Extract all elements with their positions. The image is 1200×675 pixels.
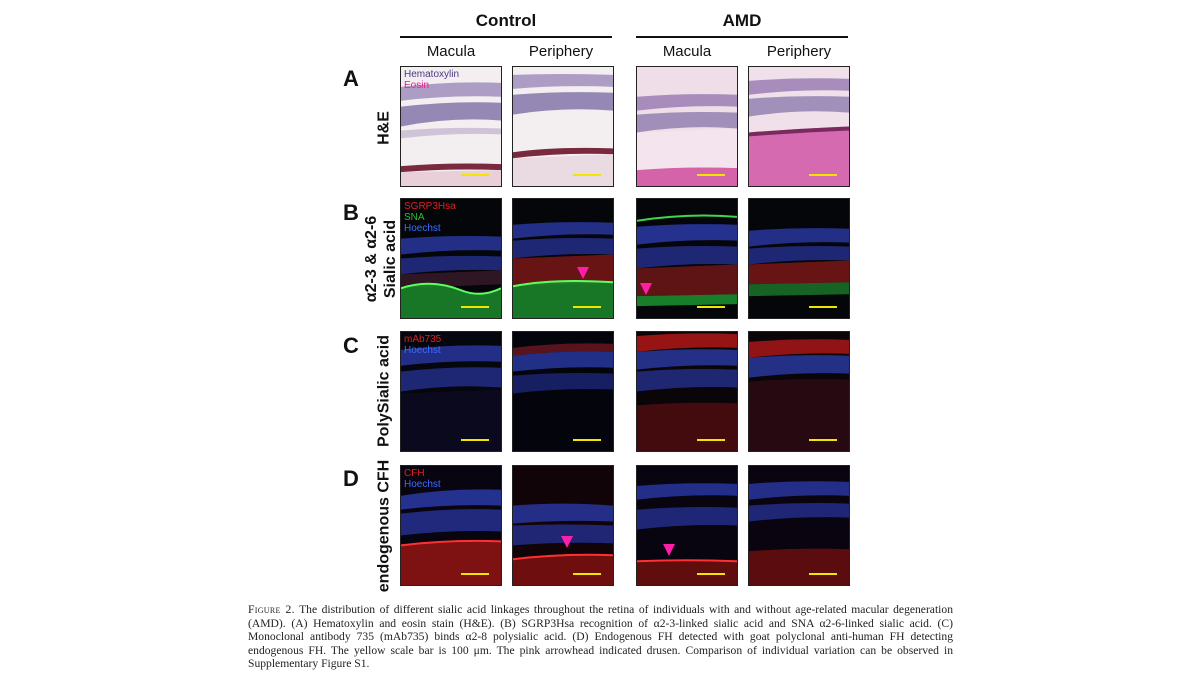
legend-mab735: mAb735 xyxy=(404,334,442,345)
legend-polysialic: mAb735 Hoechst xyxy=(404,334,441,356)
legend-cfh-label: CFH xyxy=(404,468,425,479)
panel-he-amd-periphery xyxy=(748,66,850,187)
caption-label: Figure 2. xyxy=(248,603,295,616)
drusen-arrowhead xyxy=(663,544,675,556)
scale-bar xyxy=(573,573,601,575)
panel-sialic-amd-periphery xyxy=(748,198,850,319)
panel-sialic-control-periphery xyxy=(512,198,614,319)
panel-polysialic-amd-macula xyxy=(636,331,738,452)
scale-bar xyxy=(461,439,489,441)
legend-cfh: CFH Hoechst xyxy=(404,468,441,490)
row-label-sialic-line-2: Sialic acid xyxy=(382,219,399,299)
row-label-cfh-line: endogenous CFH xyxy=(375,459,393,593)
scale-bar xyxy=(573,439,601,441)
legend-hoechst: Hoechst xyxy=(404,345,441,356)
panel-he-amd-macula xyxy=(636,66,738,187)
group-rule-amd xyxy=(636,36,848,38)
row-label-he-line: H&E xyxy=(375,111,393,145)
panel-cfh-amd-macula xyxy=(636,465,738,586)
legend-eosin: Eosin xyxy=(404,80,430,91)
legend-hoechst: Hoechst xyxy=(404,223,441,234)
scale-bar xyxy=(697,439,725,441)
legend-sgrp3hsa: SGRP3Hsa xyxy=(404,201,456,212)
column-label-amd-macula: Macula xyxy=(662,43,712,60)
scale-bar xyxy=(697,174,725,176)
scale-bar xyxy=(573,306,601,308)
column-label-control-macula: Macula xyxy=(426,43,476,60)
scale-bar xyxy=(461,573,489,575)
figure-caption: Figure 2. The distribution of different … xyxy=(248,603,953,671)
panel-polysialic-amd-periphery xyxy=(748,331,850,452)
scale-bar xyxy=(809,573,837,575)
scale-bar xyxy=(697,306,725,308)
row-label-endogenous-cfh: endogenous CFH xyxy=(375,460,394,592)
column-label-control-periphery: Periphery xyxy=(528,43,594,60)
caption-text: The distribution of different sialic aci… xyxy=(248,603,953,671)
row-letter-a: A xyxy=(343,66,359,91)
panel-he-control-periphery xyxy=(512,66,614,187)
scale-bar xyxy=(573,174,601,176)
row-label-sialic-acid: α2-3 & α2-6 Sialic acid xyxy=(362,216,400,302)
panel-cfh-control-macula: CFH Hoechst xyxy=(400,465,502,586)
scale-bar xyxy=(461,306,489,308)
drusen-arrowhead xyxy=(561,536,573,548)
row-letter-b: B xyxy=(343,200,359,225)
legend-sialic: SGRP3Hsa SNA Hoechst xyxy=(404,201,456,234)
scale-bar xyxy=(809,306,837,308)
column-label-amd-periphery: Periphery xyxy=(766,43,832,60)
scale-bar xyxy=(809,174,837,176)
row-label-polysialic-line: PolySialic acid xyxy=(375,334,393,448)
row-label-he: H&E xyxy=(375,111,394,145)
panel-he-control-macula: Hematoxylin Eosin xyxy=(400,66,502,187)
panel-cfh-amd-periphery xyxy=(748,465,850,586)
scale-bar xyxy=(697,573,725,575)
panel-sialic-amd-macula xyxy=(636,198,738,319)
scale-bar xyxy=(809,439,837,441)
legend-hoechst: Hoechst xyxy=(404,479,441,490)
panel-cfh-control-periphery xyxy=(512,465,614,586)
row-letter-d: D xyxy=(343,466,359,491)
panel-sialic-control-macula: SGRP3Hsa SNA Hoechst xyxy=(400,198,502,319)
legend-sna: SNA xyxy=(404,212,425,223)
group-rule-control xyxy=(400,36,612,38)
group-title-amd: AMD xyxy=(722,11,762,30)
row-label-polysialic-acid: PolySialic acid xyxy=(375,335,394,447)
drusen-arrowhead xyxy=(577,267,589,279)
scale-bar xyxy=(461,174,489,176)
legend-hematoxylin: Hematoxylin xyxy=(404,69,460,80)
row-label-sialic-line-1: α2-3 & α2-6 xyxy=(363,215,380,303)
row-letter-c: C xyxy=(343,333,359,358)
drusen-arrowhead xyxy=(640,283,652,295)
panel-polysialic-control-periphery xyxy=(512,331,614,452)
panel-polysialic-control-macula: mAb735 Hoechst xyxy=(400,331,502,452)
legend-he: Hematoxylin Eosin xyxy=(404,69,459,91)
group-title-control: Control xyxy=(475,11,537,30)
